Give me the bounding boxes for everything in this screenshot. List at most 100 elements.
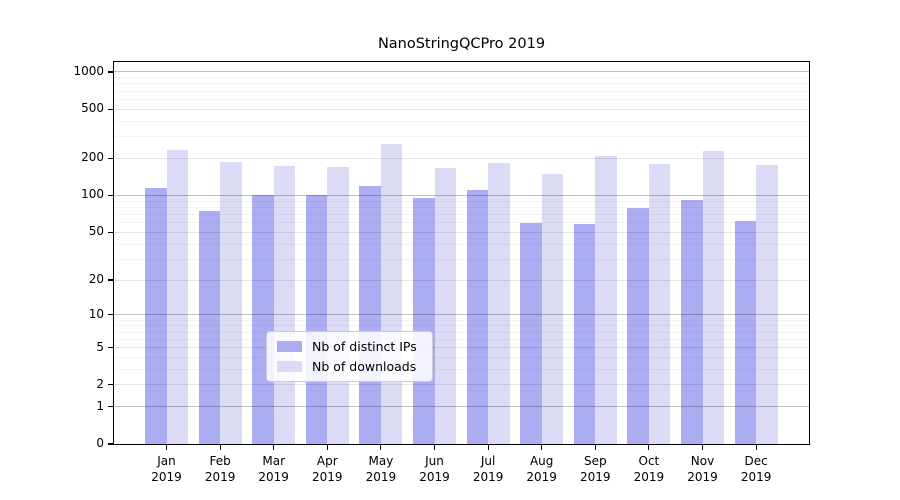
bar-downloads-nov — [702, 151, 724, 444]
bar-downloads-jan — [166, 150, 188, 444]
bar-downloads-jul — [488, 162, 510, 444]
y-tick-mark-500 — [108, 108, 113, 110]
gridline-9 — [114, 319, 809, 321]
gridline-50 — [114, 231, 809, 233]
legend-label-distinct-ips: Nb of distinct IPs — [312, 339, 417, 354]
bar-downloads-dec — [756, 164, 778, 444]
legend-label-downloads: Nb of downloads — [312, 359, 417, 374]
x-tick-mark-dec — [755, 445, 757, 450]
y-tick-mark-20 — [108, 279, 113, 281]
gridline-7 — [114, 331, 809, 333]
bar-distinct-ips-oct — [627, 208, 649, 444]
y-tick-label-2: 2 — [96, 376, 104, 391]
y-tick-mark-200 — [108, 157, 113, 159]
gridline-30 — [114, 258, 809, 260]
x-tick-label-sep: Sep 2019 — [580, 454, 611, 485]
chart-title: NanoStringQCPro 2019 — [377, 36, 546, 52]
gridline-3 — [114, 368, 809, 370]
gridline-600 — [114, 98, 809, 100]
x-tick-label-jul: Jul 2019 — [472, 454, 504, 485]
legend-row-distinct-ips: Nb of distinct IPs — [277, 339, 422, 354]
x-tick-label-nov: Nov 2019 — [687, 454, 718, 485]
bar-downloads-jun — [434, 167, 456, 444]
y-tick-mark-1000 — [108, 71, 113, 73]
y-tick-label-1: 1 — [96, 398, 104, 413]
gridline-1000 — [114, 71, 809, 73]
x-tick-mark-oct — [648, 445, 650, 450]
bar-distinct-ips-jan — [145, 188, 167, 444]
gridline-2 — [114, 384, 809, 386]
x-tick-label-aug: Aug 2019 — [526, 454, 557, 485]
gridline-20 — [114, 279, 809, 281]
gridline-700 — [114, 90, 809, 92]
gridline-80 — [114, 206, 809, 208]
bar-distinct-ips-dec — [734, 220, 757, 444]
x-tick-mark-aug — [541, 445, 543, 450]
bar-distinct-ips-jul — [466, 190, 489, 444]
gridline-60 — [114, 222, 809, 224]
gridline-40 — [114, 243, 809, 245]
y-tick-label-5: 5 — [96, 339, 104, 354]
x-tick-label-dec: Dec 2019 — [740, 454, 772, 485]
x-tick-label-feb: Feb 2019 — [204, 454, 236, 485]
gridline-200 — [114, 157, 809, 159]
x-tick-mark-jun — [433, 445, 436, 450]
bar-downloads-may — [380, 143, 403, 444]
y-tick-mark-50 — [108, 231, 113, 233]
y-tick-mark-2 — [108, 384, 113, 386]
y-tick-label-10: 10 — [88, 306, 104, 321]
bar-distinct-ips-aug — [520, 222, 542, 444]
bar-distinct-ips-nov — [681, 200, 703, 444]
bar-downloads-aug — [541, 173, 564, 444]
y-tick-mark-10 — [108, 314, 113, 316]
y-tick-mark-100 — [108, 194, 113, 197]
bar-downloads-apr — [327, 167, 349, 444]
gridline-6 — [114, 338, 809, 340]
x-tick-mark-nov — [701, 445, 704, 450]
x-tick-mark-may — [380, 445, 382, 450]
x-tick-label-jun: Jun 2019 — [419, 454, 450, 485]
y-tick-label-200: 200 — [81, 150, 104, 165]
y-tick-label-50: 50 — [88, 224, 104, 239]
y-tick-label-500: 500 — [81, 101, 104, 116]
x-tick-mark-mar — [273, 445, 275, 450]
gridline-900 — [114, 77, 809, 79]
legend: Nb of distinct IPs Nb of downloads — [266, 331, 433, 382]
gridline-8 — [114, 325, 809, 327]
bar-distinct-ips-jun — [413, 198, 435, 444]
bar-distinct-ips-sep — [573, 224, 596, 444]
bar-downloads-sep — [595, 155, 617, 444]
bar-downloads-oct — [648, 164, 671, 444]
y-tick-mark-1 — [108, 406, 113, 408]
gridline-4 — [114, 356, 809, 358]
gridline-70 — [114, 213, 809, 215]
gridline-300 — [114, 136, 809, 138]
legend-swatch-downloads — [277, 361, 302, 372]
x-tick-label-apr: Apr 2019 — [312, 454, 343, 485]
x-tick-mark-jan — [165, 445, 168, 450]
y-tick-label-0: 0 — [96, 436, 104, 450]
gridline-5 — [114, 347, 809, 348]
y-tick-mark-0 — [108, 443, 113, 445]
gridline-10 — [114, 314, 809, 316]
x-tick-label-mar: Mar 2019 — [258, 454, 289, 485]
y-tick-label-1000: 1000 — [73, 63, 104, 78]
x-tick-mark-apr — [326, 445, 328, 450]
gridline-1 — [114, 406, 809, 408]
y-tick-label-100: 100 — [81, 187, 104, 202]
gridline-90 — [114, 200, 809, 202]
x-tick-label-oct: Oct 2019 — [633, 454, 665, 485]
legend-row-downloads: Nb of downloads — [277, 359, 422, 374]
x-tick-mark-sep — [594, 445, 596, 450]
x-tick-mark-jul — [487, 445, 489, 450]
x-tick-label-jan: Jan 2019 — [151, 454, 182, 485]
plot-area — [113, 61, 810, 445]
bar-downloads-feb — [220, 162, 242, 444]
y-tick-mark-5 — [108, 346, 113, 349]
gridline-800 — [114, 83, 809, 85]
gridline-100 — [114, 194, 809, 196]
legend-swatch-distinct-ips — [277, 341, 302, 352]
x-tick-mark-feb — [219, 445, 221, 450]
bar-distinct-ips-feb — [198, 210, 221, 444]
